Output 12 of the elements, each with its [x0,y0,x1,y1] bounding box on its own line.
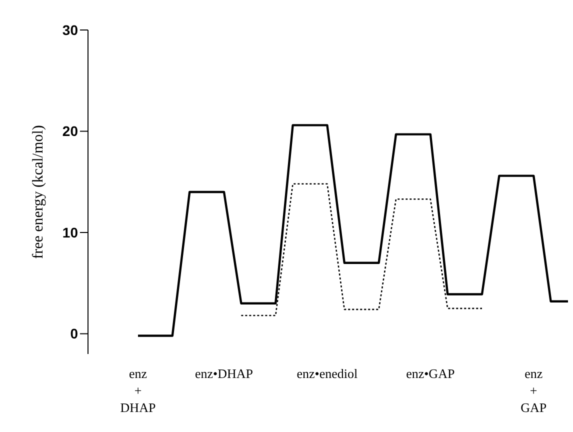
line-series [136,124,568,337]
y-tick-label: 10 [62,224,78,240]
x-tick-label: enz•DHAP [195,366,253,381]
x-tick-label: enz + DHAP [120,366,156,415]
line-series [240,183,483,316]
y-tick-label: 30 [62,22,78,38]
y-tick-label: 20 [62,123,78,140]
x-tick-label: enz•enediol [296,366,358,381]
y-axis-title: free energy (kcal/mol) [30,125,46,259]
y-tick-label: 0 [70,326,78,342]
x-tick-label: enz•GAP [406,366,455,381]
x-tick-label: enz + GAP [520,366,547,415]
